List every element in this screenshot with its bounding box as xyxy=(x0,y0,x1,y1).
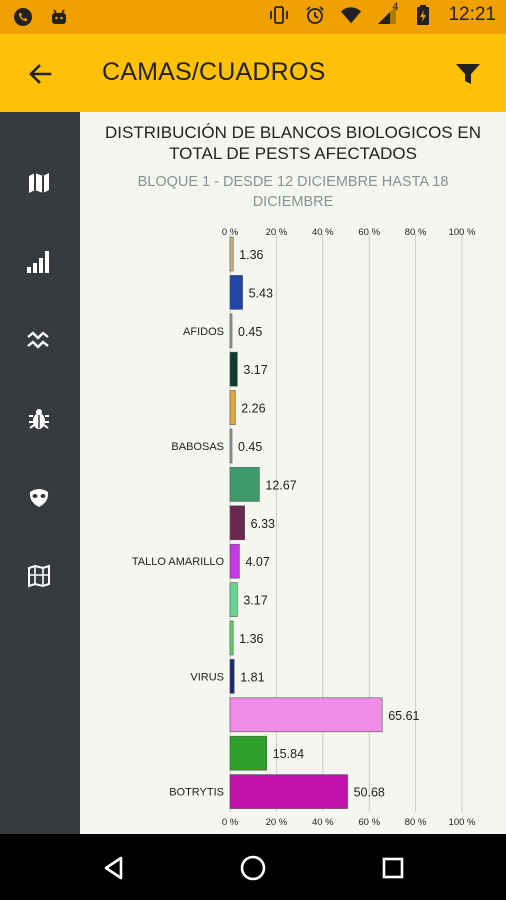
category-label: AFIDOS xyxy=(183,326,224,338)
x-tick-label-bottom: 80 % xyxy=(405,817,427,828)
bar xyxy=(229,582,238,617)
chart-title-line-1: DISTRIBUCIÓN DE BLANCOS BIOLOGICOS EN xyxy=(105,123,481,142)
bar-value-label: 0.45 xyxy=(238,325,262,339)
bar-value-label: 1.36 xyxy=(239,248,263,262)
bar xyxy=(229,351,238,387)
navigation-bar xyxy=(0,834,506,900)
page-title: CAMAS/CUADROS xyxy=(102,58,326,86)
x-tick-label-bottom: 20 % xyxy=(266,817,288,828)
bar xyxy=(229,774,348,809)
x-tick-label-top: 20 % xyxy=(266,227,288,238)
bar-value-label: 5.43 xyxy=(249,286,273,300)
bar-value-label: 6.33 xyxy=(251,517,275,531)
bar xyxy=(229,467,260,502)
bar-value-label: 3.17 xyxy=(243,363,267,377)
x-tick-label-top: 60 % xyxy=(358,227,380,238)
vibrate-icon xyxy=(268,4,290,26)
x-tick-label-top: 0 % xyxy=(222,227,239,238)
nav-home-icon[interactable] xyxy=(233,848,273,888)
bar-value-label: 1.36 xyxy=(239,632,263,646)
map-icon[interactable] xyxy=(20,164,58,202)
bar-value-label: 3.17 xyxy=(243,594,267,608)
app-bar: CAMAS/CUADROS xyxy=(0,34,506,112)
android-icon xyxy=(48,6,70,28)
x-tick-label-top: 80 % xyxy=(405,227,427,238)
chart-subtitle-line-2: DICIEMBRE xyxy=(252,194,334,210)
bar-value-label: 1.81 xyxy=(240,670,264,684)
bar-chart: 0 % 0 % 20 % 20 % 40 % 40 % 60 % 60 % 80 % 80 % 10… xyxy=(132,227,476,828)
bar xyxy=(229,390,236,425)
status-bar: 4 12:21 xyxy=(0,0,506,34)
category-label: TALLO AMARILLO xyxy=(132,556,225,568)
x-tick-label-bottom: 100 % xyxy=(449,817,476,828)
bar xyxy=(229,543,240,579)
category-label: BABOSAS xyxy=(171,441,224,453)
chart-subtitle-line-1: BLOQUE 1 - DESDE 12 DICIEMBRE HASTA 18 xyxy=(137,174,449,190)
bar-value-label: 4.07 xyxy=(245,555,269,569)
bar-value-label: 12.67 xyxy=(265,478,296,492)
status-time: 12:21 xyxy=(448,4,496,25)
alarm-icon xyxy=(304,4,326,26)
bar xyxy=(229,428,233,464)
bar-value-label: 50.68 xyxy=(354,786,385,800)
bar-value-label: 0.45 xyxy=(238,440,262,454)
bar xyxy=(229,659,235,694)
category-label: VIRUS xyxy=(190,671,224,683)
chart-title: DISTRIBUCIÓN DE BLANCOS BIOLOGICOS EN TO… xyxy=(80,122,506,164)
bar xyxy=(229,620,234,656)
wifi-icon xyxy=(340,4,362,26)
filter-icon[interactable] xyxy=(450,56,486,92)
bar-value-label: 2.26 xyxy=(241,402,265,416)
arrow-back-icon[interactable] xyxy=(22,56,58,92)
battery-icon xyxy=(412,4,434,26)
category-label: BOTRYTIS xyxy=(169,787,224,799)
nav-back-icon[interactable] xyxy=(94,848,134,888)
sidebar xyxy=(0,112,80,834)
bar xyxy=(229,505,245,541)
x-tick-label-top: 100 % xyxy=(449,227,476,238)
bar xyxy=(229,275,243,310)
bar-value-label: 15.84 xyxy=(273,747,304,761)
nav-recents-icon[interactable] xyxy=(373,848,413,888)
grid-map-icon[interactable] xyxy=(20,557,58,595)
signal-icon: 4 xyxy=(376,1,399,26)
signal-bars-icon[interactable] xyxy=(20,242,58,280)
battery-percent: 4 xyxy=(392,1,399,13)
bar xyxy=(229,313,233,349)
bar-value-label: 65.61 xyxy=(388,709,419,723)
phone-icon xyxy=(12,6,34,28)
chart-title-line-2: TOTAL DE PESTS AFECTADOS xyxy=(169,144,417,163)
x-tick-label-bottom: 0 % xyxy=(222,817,239,828)
chart-area: DISTRIBUCIÓN DE BLANCOS BIOLOGICOS EN TO… xyxy=(80,112,506,834)
x-tick-label-top: 40 % xyxy=(312,227,334,238)
bar xyxy=(229,697,383,733)
bug-icon[interactable] xyxy=(20,400,58,438)
trend-icon[interactable] xyxy=(20,321,58,359)
bar xyxy=(229,735,268,771)
chart-subtitle: BLOQUE 1 - DESDE 12 DICIEMBRE HASTA 18 D… xyxy=(80,172,506,212)
mask-icon[interactable] xyxy=(20,478,58,516)
bar xyxy=(229,236,234,272)
x-tick-label-bottom: 40 % xyxy=(312,817,334,828)
x-tick-label-bottom: 60 % xyxy=(358,817,380,828)
